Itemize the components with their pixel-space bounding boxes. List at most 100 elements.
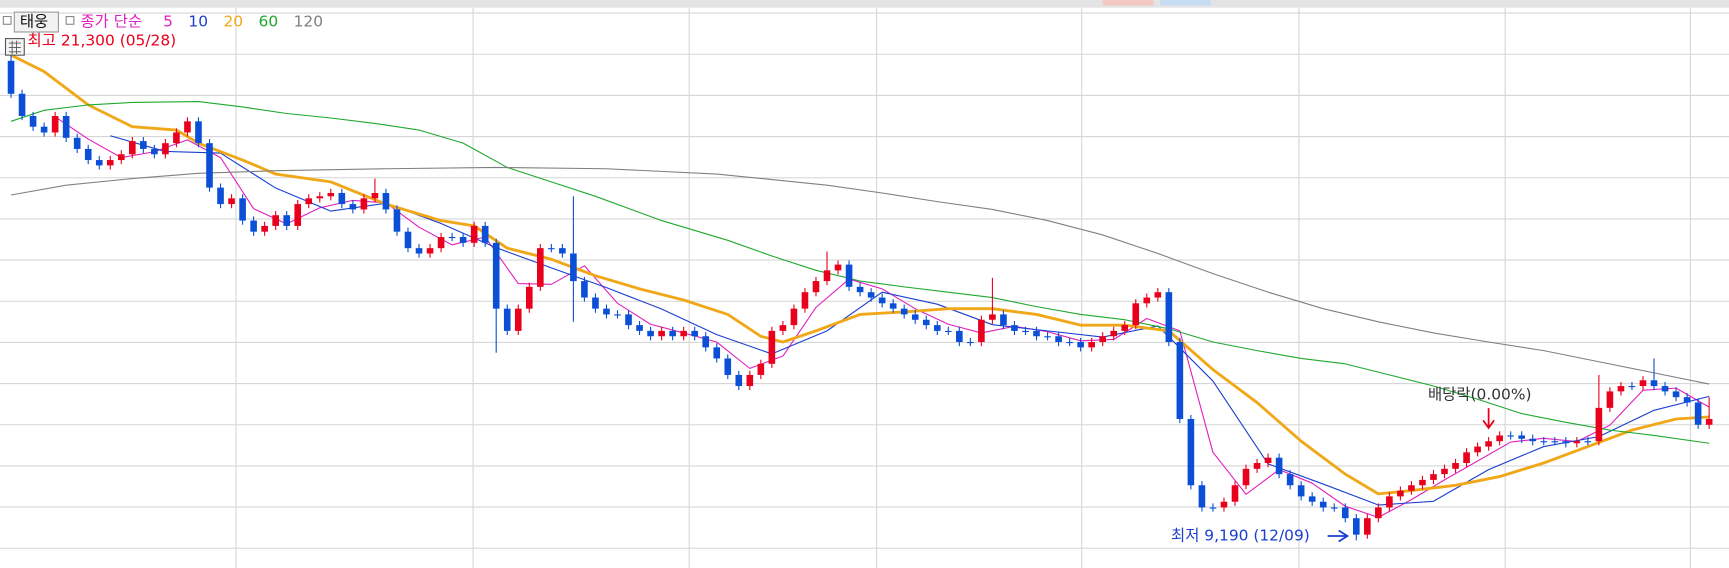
candle-body [448,237,456,239]
dividend-annotation: 배당락(0.00%) [1428,385,1532,403]
candle-body [40,126,48,133]
candle-body [84,148,92,161]
candle-body [382,192,390,210]
candle-body [812,281,820,293]
candle-body [900,308,908,315]
candle-body [106,160,114,166]
candle-body [338,192,346,205]
candle-body [1628,386,1636,388]
candle-body [691,330,698,337]
candle-body [470,225,478,243]
candle-body [525,286,533,309]
candle-body [933,325,941,331]
candle-body [151,148,158,155]
candle-body [867,292,875,298]
candle-body [1705,418,1713,425]
low-annotation: 최저 9,190 (12/09) [1171,527,1310,545]
legend-icon [65,15,75,25]
candle-body [1463,452,1470,464]
candle-body [944,330,952,332]
settings-icon-box[interactable] [4,38,25,56]
candle-body [140,141,147,149]
candle-body [801,292,809,309]
candle-body [1364,518,1371,535]
candle-body [1132,303,1140,326]
candle-body [1297,485,1305,497]
candle-body [404,231,412,249]
candle-body [922,319,930,326]
candle-body [51,116,59,133]
candle-body [1319,501,1327,508]
candle-body [1341,507,1349,519]
moving-average-line [10,101,1710,444]
candle-body [327,192,335,197]
legend-entry: 120 [294,13,323,31]
price-grid [0,12,1729,549]
candle-body [956,330,963,343]
low-arrow [1327,529,1350,543]
candle-body [1088,342,1095,348]
legend: 태웅 종가 단순 5 10 20 60 120 [2,11,323,33]
candle-body [1430,474,1437,480]
settings-icon-grid [8,40,21,55]
legend-label: 종가 단순 [80,13,142,31]
candle-body [1055,336,1062,343]
candle-body [1066,342,1073,344]
candle-body [967,342,974,344]
candle-body [1011,325,1018,331]
candle-body [559,248,566,254]
candle-body [978,319,985,343]
candle-body [1617,386,1625,392]
candle-body [1330,507,1338,509]
legend-entry: 5 [163,13,173,31]
candle-body [1573,441,1581,444]
candle-body [1683,397,1691,403]
candle-body [1496,435,1503,442]
legend-entry: 20 [224,13,244,31]
candle-body [503,308,511,331]
candle-body [724,358,732,375]
candle-body [1033,330,1040,337]
candle-body [1209,507,1217,509]
candle-body [889,303,897,309]
candle-body [371,192,379,199]
candle-body [989,314,996,320]
candle-body [1220,501,1228,508]
candle-body [1529,438,1537,442]
settings-icon[interactable] [4,38,25,56]
candle-body [1562,441,1570,444]
candle-body [250,220,257,232]
candle-body [1386,496,1393,508]
candle-body [1242,468,1250,486]
candle-body [658,330,665,337]
candle-body [1452,463,1459,469]
candle-body [360,198,368,210]
candle-body [1198,485,1206,508]
candle-body [7,60,15,94]
candle-body [217,187,224,205]
candle-body [1606,391,1614,408]
candle-body [823,270,831,282]
candle-body [702,336,710,348]
candle-body [1441,468,1448,475]
candle-body [625,314,632,326]
candle-body [459,237,467,243]
moving-average-line [54,116,1710,518]
candle-body [1187,418,1195,486]
legend-title-box [13,11,59,33]
candle-body [1540,441,1548,443]
candle-body [746,374,754,387]
legend-entry: 10 [188,13,208,31]
candle-body [1308,496,1316,502]
candle-body [1375,507,1382,519]
candle-body [129,141,136,155]
candle-body [537,248,544,287]
legend-entry: 60 [259,13,279,31]
candle-body [603,308,610,315]
candle-body [1661,386,1669,392]
candle-body [768,330,776,364]
moving-average-line [10,166,1710,385]
candle-body [294,204,302,226]
